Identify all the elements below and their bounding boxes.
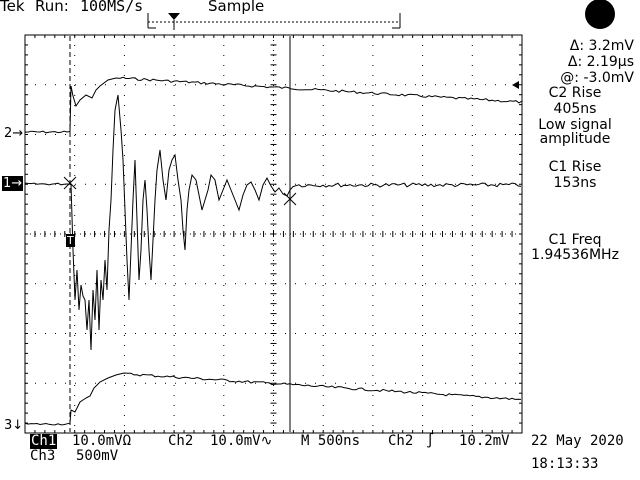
trigger-position-marker (168, 13, 180, 30)
cursor-cross-2 (283, 192, 297, 206)
trigger-marker: T (66, 234, 75, 247)
run-status: Run: (35, 0, 69, 15)
trace-ch1 (24, 94, 522, 351)
ch3-scale: 500mV (76, 448, 119, 464)
c2-note-line1: Low signal (538, 117, 612, 133)
ch3-label[interactable]: Ch3 (30, 448, 56, 464)
time: 18:13:33 (531, 456, 599, 472)
ch2-ground-marker: 2→ (4, 126, 24, 141)
trigger-source: Ch2 (388, 433, 414, 449)
delta-time: Δ: 2.19μs (567, 54, 634, 70)
timebase: M 500ns (301, 433, 361, 449)
cursor-cross-1 (63, 176, 77, 190)
trace-ch3 (24, 372, 522, 426)
delta-voltage: Δ: 3.2mV (569, 38, 634, 54)
c2-note-line2: amplitude (539, 131, 611, 147)
c2-rise-value: 405ns (553, 101, 597, 117)
c1-rise-value: 153ns (553, 175, 597, 191)
ch3-ground-marker: 3↓ (4, 418, 24, 433)
ch2-label[interactable]: Ch2 (168, 433, 194, 449)
c1-freq-value: 1.94536MHz (531, 247, 619, 263)
trigger-slope-icon: ∫ (426, 433, 435, 449)
acquisition-mode: Sample (208, 0, 265, 15)
ch1-label[interactable]: Ch1 (30, 433, 58, 449)
brand-label: Tek (0, 0, 25, 15)
record-length-bar (147, 13, 401, 29)
graticule (24, 34, 523, 434)
c1-rise-label: C1 Rise (548, 159, 602, 175)
ch1-scale: 10.0mVΩ (72, 433, 132, 449)
c1-freq-label: C1 Freq (548, 232, 602, 248)
filled-circle-icon (585, 0, 615, 29)
date: 22 May 2020 (531, 433, 624, 449)
ch1-ground-marker: 1→ (2, 176, 24, 191)
sample-rate: 100MS/s (80, 0, 144, 15)
c2-rise-label: C2 Rise (548, 85, 602, 101)
trace-ch2 (24, 76, 523, 134)
ch2-scale: 10.0mV∿ (210, 433, 273, 449)
at-voltage: @: -3.0mV (560, 70, 634, 86)
arrow-left-icon (512, 81, 519, 89)
trigger-level: 10.2mV (459, 433, 510, 449)
